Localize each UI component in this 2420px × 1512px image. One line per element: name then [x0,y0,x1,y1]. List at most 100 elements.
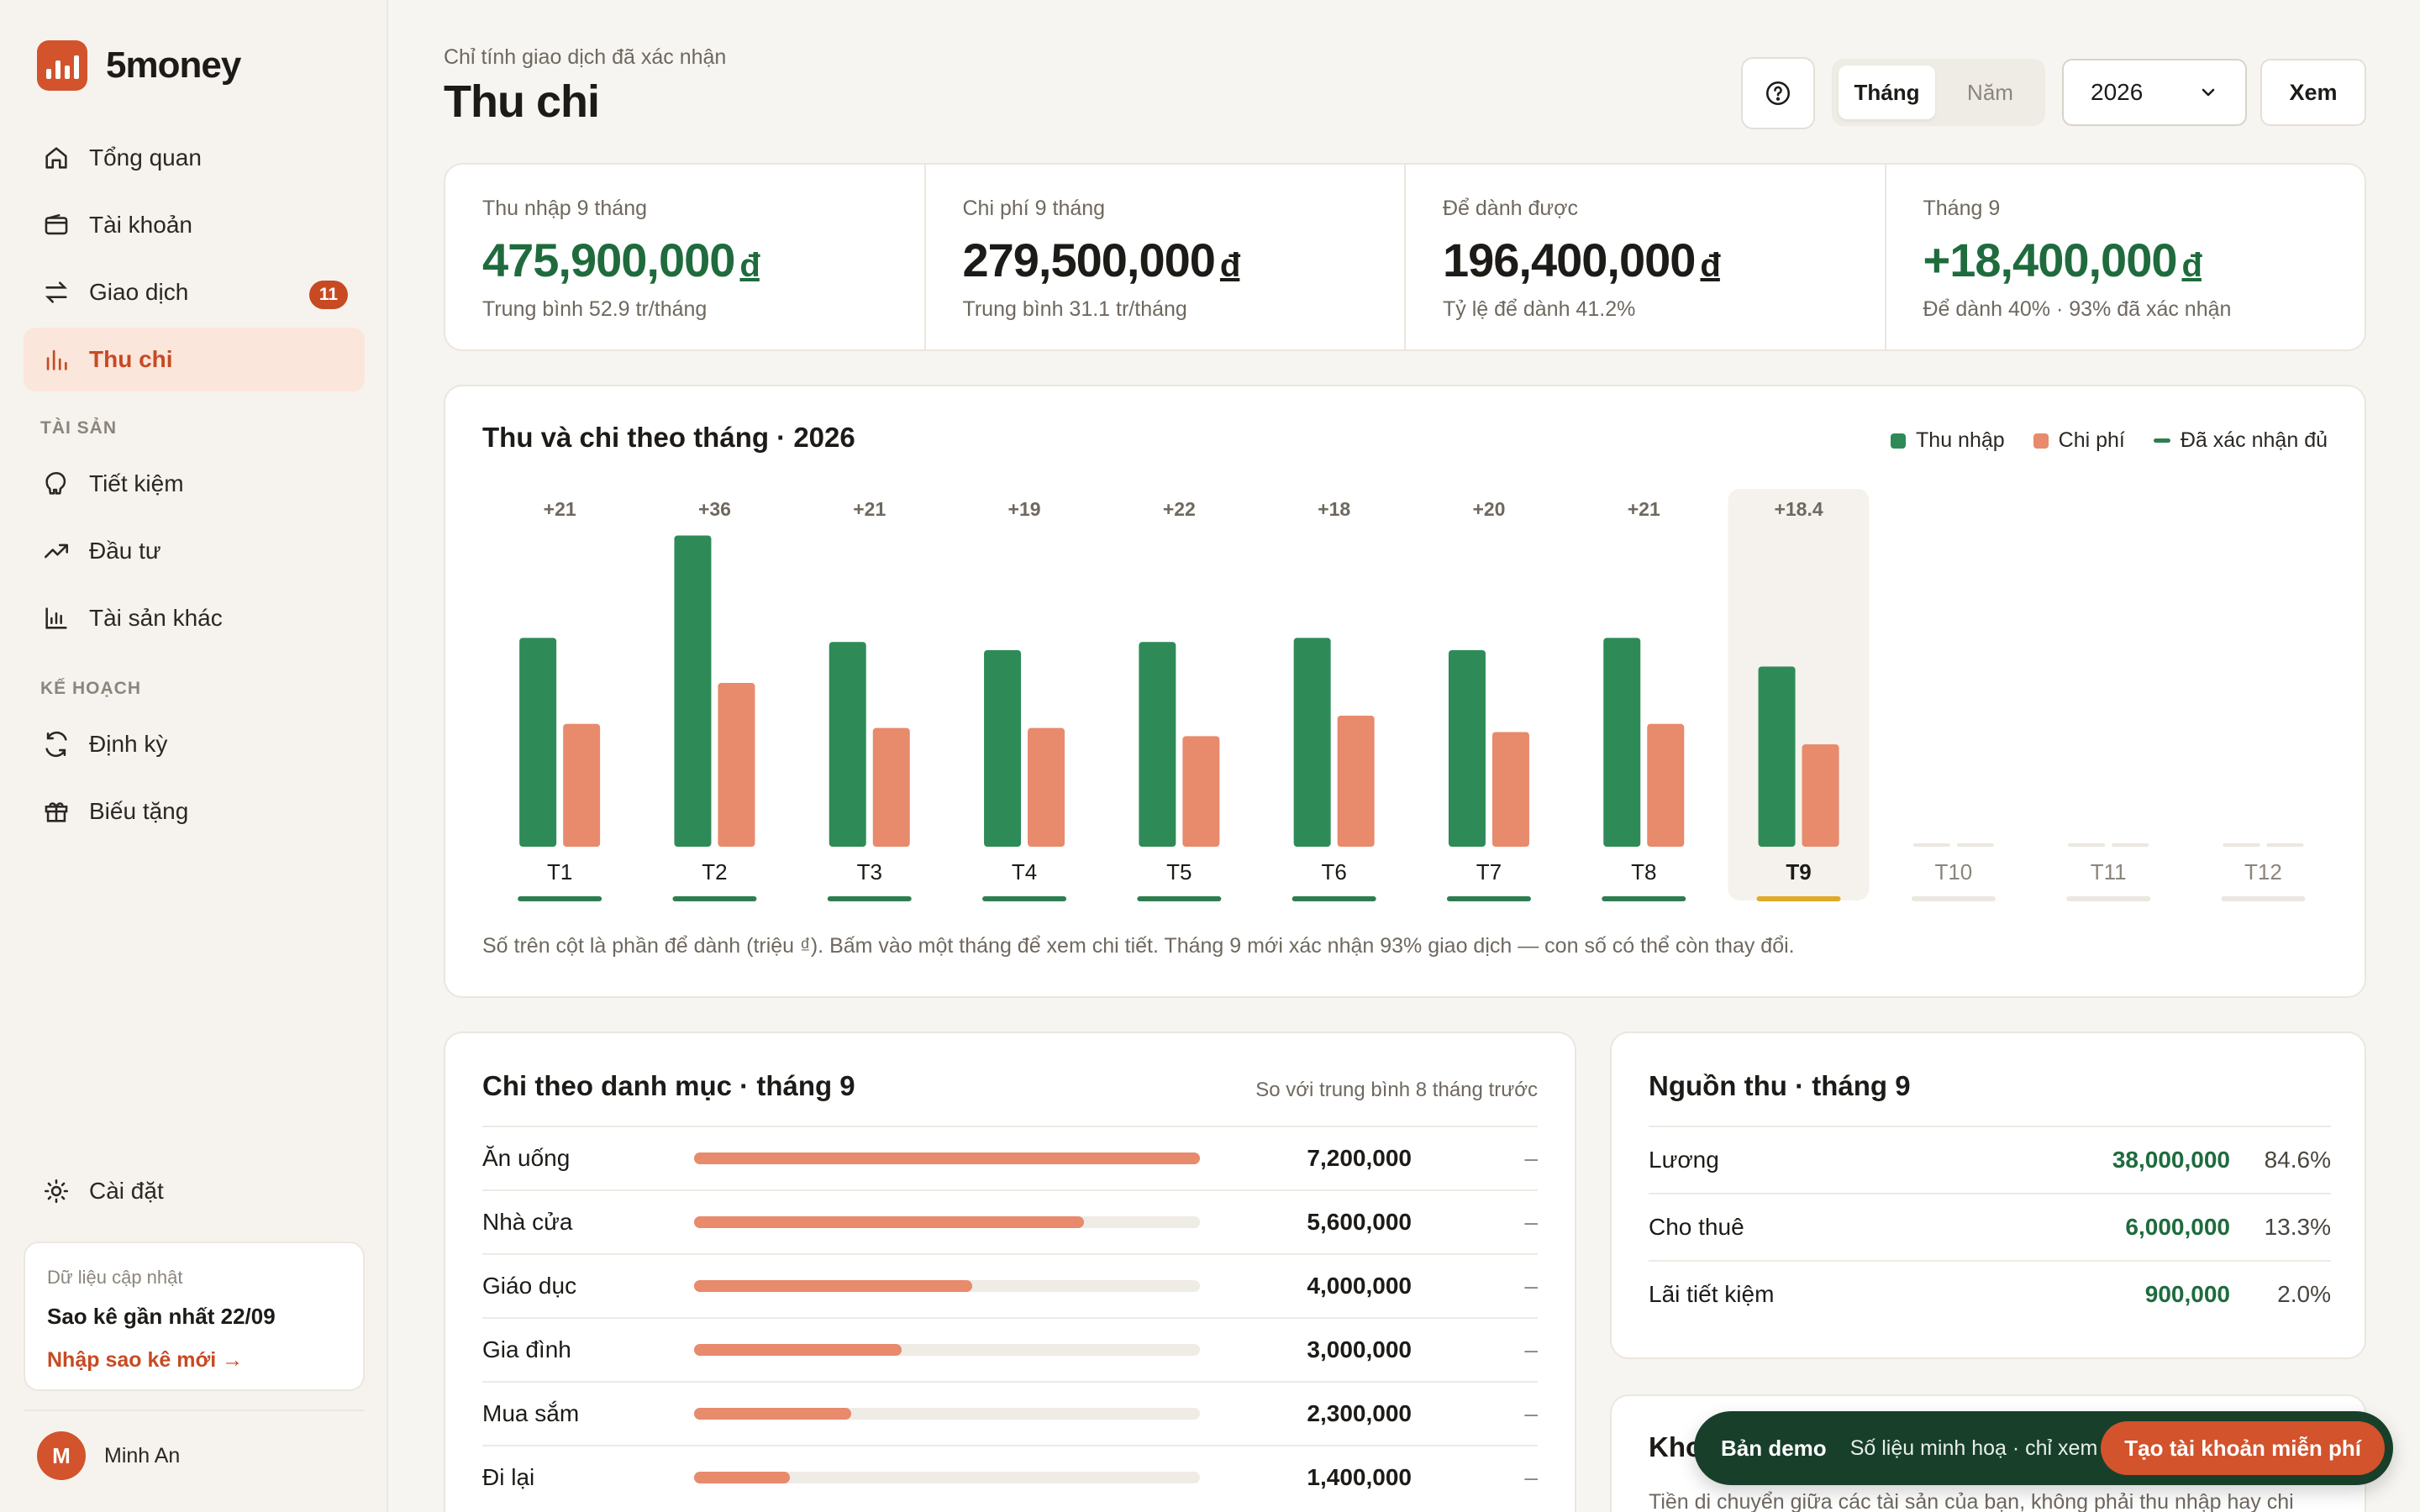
month-label: T10 [1934,859,1972,885]
expense-bar [1028,727,1065,847]
summary-stats: Thu nhập 9 tháng 475,900,000 đ Trung bình… [444,163,2366,351]
expense-bar [1337,716,1375,847]
wallet-icon [45,213,68,235]
period-toggle: Tháng Năm [1832,59,2045,126]
avatar: M [37,1431,86,1480]
category-bar [694,1280,1200,1292]
sidebar-item-transactions[interactable]: Giao dịch 11 [24,260,365,324]
update-value: Sao kê gần nhất 22/09 [47,1304,276,1329]
category-row[interactable]: Đi lại 1,400,000 – [482,1445,1538,1509]
sidebar-item-label: Cài đặt [89,1178,164,1204]
brand[interactable]: 5money [37,40,241,91]
category-name: Đi lại [482,1464,535,1490]
stat-expense: Chi phí 9 tháng 279,500,000 đ Trung bình … [926,165,1406,349]
help-icon [1765,81,1791,106]
import-statement-link[interactable]: Nhập sao kê mới → [47,1348,244,1372]
sidebar-item-other-assets[interactable]: Tài sản khác [24,586,365,650]
stat-sub: Để dành 40% · 93% đã xác nhận [1923,297,2232,321]
demo-badge: Bản demo [1721,1435,1827,1461]
expense-bar [718,683,755,847]
sidebar-item-accounts[interactable]: Tài khoản [24,193,365,257]
month-label: T11 [2091,859,2127,885]
category-row[interactable]: Giáo dục 4,000,000 – [482,1253,1538,1317]
savings-label: +21 [853,498,886,520]
category-delta: – [1524,1336,1538,1362]
expense-bar [1182,736,1220,847]
category-bar [694,1408,1200,1420]
data-update-card: Dữ liệu cập nhật Sao kê gần nhất 22/09 N… [24,1242,365,1391]
confirmed-indicator [1137,896,1222,901]
source-row[interactable]: Lương 38,000,000 84.6% [1649,1126,2331,1193]
source-name: Lương [1649,1147,1719,1173]
user-profile[interactable]: M Minh An [24,1410,365,1480]
source-row[interactable]: Lãi tiết kiệm 900,000 2.0% [1649,1260,2331,1327]
sidebar-item-label: Tổng quan [89,144,202,171]
highlight-column [1728,489,1870,900]
category-row[interactable]: Nhà cửa 5,600,000 – [482,1189,1538,1253]
period-month-tab[interactable]: Tháng [1839,66,1935,119]
expense-bar [1491,732,1529,847]
income-bar [1139,642,1176,847]
sidebar-item-label: Thu chi [89,346,173,372]
confirmed-indicator [672,896,757,901]
sidebar-item-gifts[interactable]: Biếu tặng [24,780,365,843]
category-value: 2,300,000 [1307,1400,1412,1426]
expense-bar [1802,744,1839,847]
source-name: Cho thuê [1649,1214,1744,1240]
category-row[interactable]: Ăn uống 7,200,000 – [482,1126,1538,1189]
create-account-button[interactable]: Tạo tài khoản miễn phí [2101,1421,2385,1475]
category-name: Giáo dục [482,1273,577,1299]
month-label: T3 [857,859,882,885]
sidebar-item-overview[interactable]: Tổng quan [24,126,365,190]
logo-icon [37,40,87,91]
assets-nav: Tiết kiệm Đầu tư Tài sản khác [24,452,365,650]
expense-category-card: Chi theo danh mục · tháng 9 So với trung… [444,1032,1576,1512]
sidebar-item-label: Biếu tặng [89,798,189,824]
source-row[interactable]: Cho thuê 6,000,000 13.3% [1649,1193,2331,1260]
category-name: Ăn uống [482,1145,571,1171]
sidebar-item-settings[interactable]: Cài đặt [24,1159,365,1223]
confirmed-indicator [1446,896,1531,901]
empty-income-bar [2068,843,2106,847]
category-delta: – [1524,1273,1538,1299]
plan-nav: Định kỳ Biếu tặng [24,712,365,843]
year-select[interactable]: 2026 [2062,59,2247,126]
source-value: 38,000,000 [2112,1147,2230,1173]
empty-expense-bar [1956,843,1994,847]
category-bar [694,1472,1200,1483]
month-label: T12 [2244,859,2282,885]
brand-name: 5money [106,45,241,86]
sidebar-item-investment[interactable]: Đầu tư [24,519,365,583]
demo-text: Số liệu minh hoạ · chỉ xem [1849,1436,2098,1460]
savings-label: +21 [1628,498,1660,520]
category-delta: – [1524,1400,1538,1426]
month-label: T4 [1012,859,1037,885]
view-button[interactable]: Xem [2260,59,2366,126]
category-bar-fill [694,1344,902,1356]
month-label: T5 [1166,859,1192,885]
category-value: 7,200,000 [1307,1145,1412,1171]
month-label: T9 [1786,859,1811,885]
sidebar-item-savings[interactable]: Tiết kiệm [24,452,365,516]
main-nav: Tổng quan Tài khoản Giao dịch 11 Thu chi [24,126,365,391]
category-row[interactable]: Mua sắm 2,300,000 – [482,1381,1538,1445]
category-delta: – [1524,1145,1538,1171]
income-bar [519,638,557,847]
sidebar-item-recurring[interactable]: Định kỳ [24,712,365,776]
category-bar-fill [694,1152,1200,1164]
category-row[interactable]: Gia đình 3,000,000 – [482,1317,1538,1381]
help-button[interactable] [1741,57,1815,129]
period-year-tab[interactable]: Năm [1967,79,2013,105]
stat-sub: Trung bình 52.9 tr/tháng [482,297,708,321]
sidebar: 5money Tổng quan Tài khoản Giao dịch 11 … [0,0,388,1512]
sidebar-item-income-expense[interactable]: Thu chi [24,328,365,391]
confirmed-indicator [1602,896,1686,901]
sidebar-section-plan: KẾ HOẠCH [40,679,142,698]
income-bar [674,535,712,847]
monthly-chart-card: +21 T1 +36 T2 +21 T3 +19 T4 +22 T5 +18 T6 +20 T7 +21 T8… [444,385,2366,998]
category-name: Nhà cửa [482,1209,573,1235]
category-value: 5,600,000 [1307,1209,1412,1235]
category-delta: – [1524,1464,1538,1490]
category-bar [694,1216,1200,1228]
category-name: Gia đình [482,1336,571,1362]
